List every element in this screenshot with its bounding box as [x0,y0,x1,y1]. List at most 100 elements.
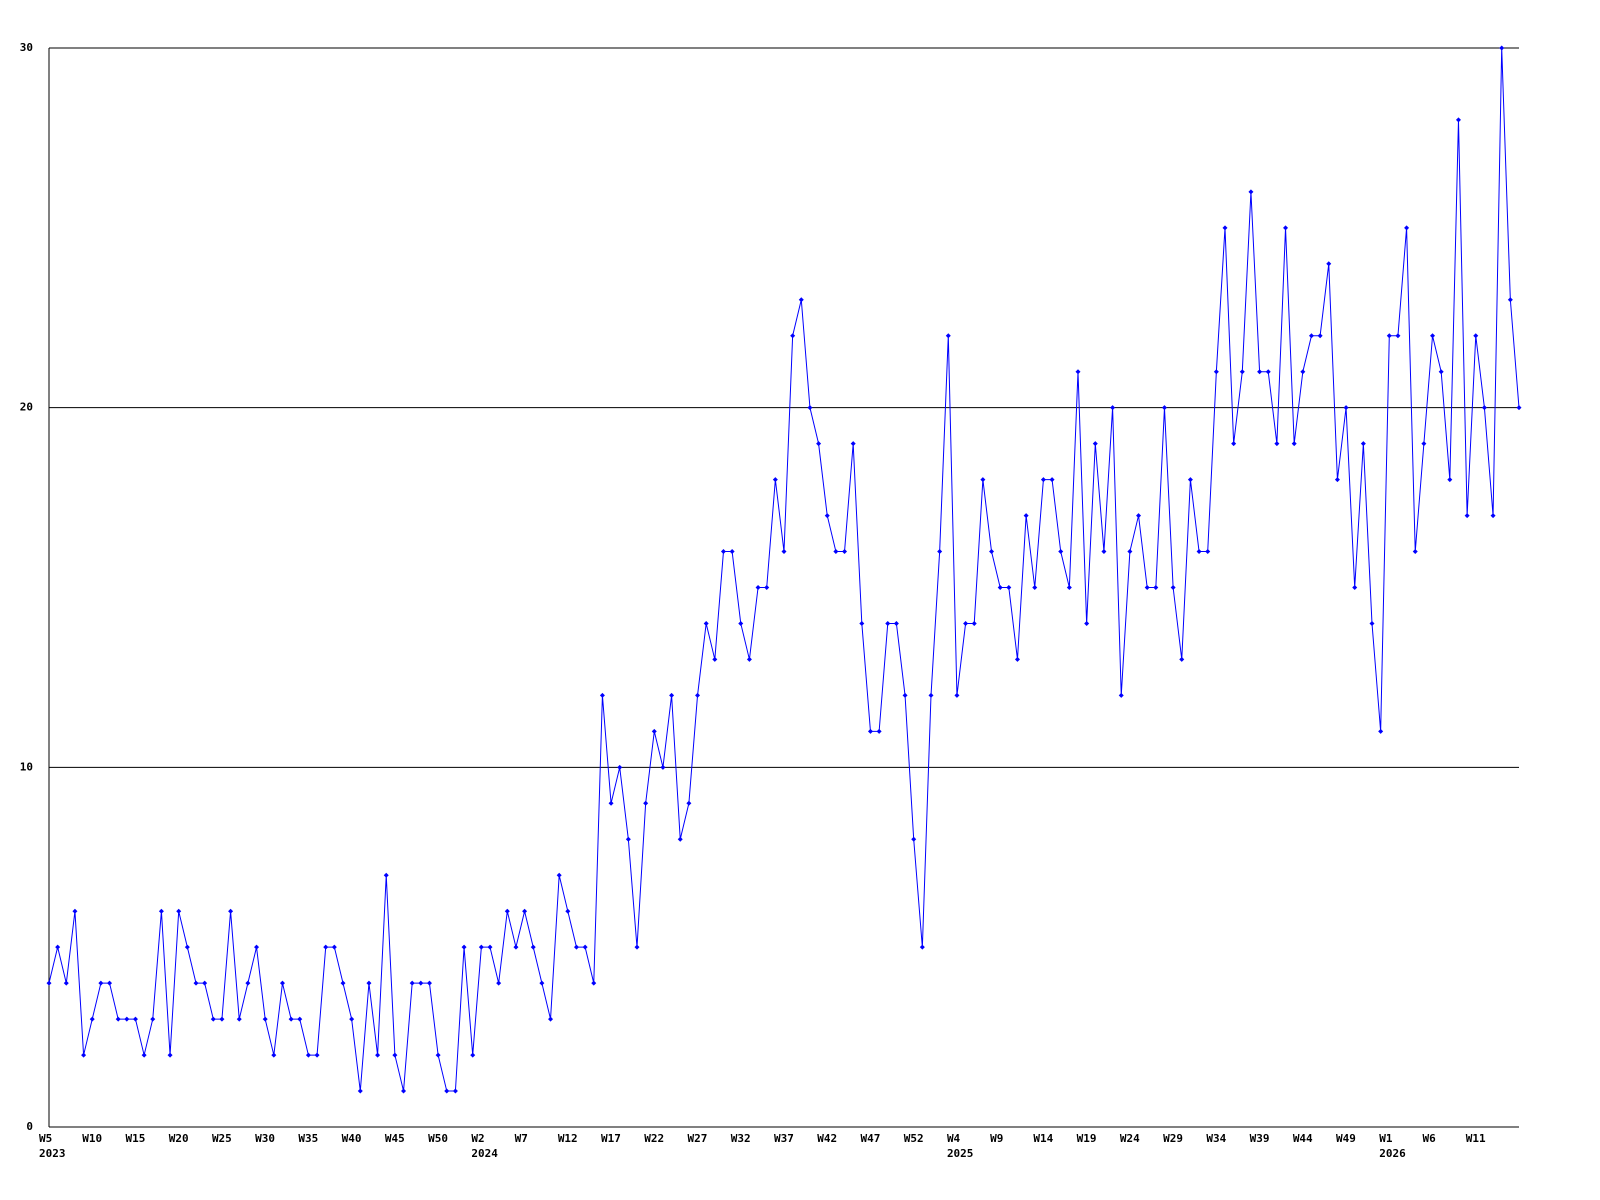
marker [1239,369,1245,375]
marker [513,944,519,950]
marker [954,692,960,698]
marker [556,872,562,878]
marker [193,980,199,986]
y-tick-label: 20 [20,401,33,414]
marker [1248,189,1254,195]
marker [1014,656,1020,662]
marker [1006,585,1012,590]
marker [651,728,657,734]
marker [798,297,804,303]
marker [46,980,52,986]
marker [824,513,830,519]
marker [1118,692,1124,698]
marker [608,800,614,806]
marker [1455,117,1461,123]
marker [1334,477,1340,483]
marker [643,800,649,806]
marker [98,980,104,986]
marker [496,980,502,986]
marker [452,1088,458,1094]
marker [357,1088,363,1094]
marker [1040,477,1046,483]
marker [124,1016,130,1022]
marker [712,656,718,662]
marker [530,944,536,950]
marker [297,1016,303,1022]
x-tick-label: W17 [601,1132,621,1145]
marker [1447,477,1453,483]
marker [401,1088,407,1094]
marker [340,980,346,986]
marker [158,908,164,914]
marker [349,1016,355,1022]
x-tick-label: W32 [731,1132,751,1145]
marker [115,1016,121,1022]
marker [833,549,839,555]
marker [703,620,709,626]
x-tick-label: W52 [904,1132,924,1145]
marker [1317,333,1323,339]
marker [790,333,796,339]
marker [1395,333,1401,339]
marker [807,405,813,411]
marker [911,836,917,842]
x-tick-label: W19 [1077,1132,1097,1145]
marker [236,1016,242,1022]
x-tick-label: W37 [774,1132,794,1145]
marker [893,620,899,626]
marker [755,585,761,590]
marker [89,1016,95,1022]
marker [262,1016,268,1022]
marker [772,477,778,483]
marker [842,549,848,555]
y-tick-label: 30 [20,41,33,54]
marker [1153,585,1159,590]
marker [1127,549,1133,555]
marker [504,908,510,914]
marker [617,764,623,770]
marker [132,1016,138,1022]
marker [1326,261,1332,267]
marker [859,620,865,626]
marker [720,549,726,555]
marker [1291,441,1297,447]
marker [210,1016,216,1022]
marker [963,620,969,626]
marker [1283,225,1289,231]
marker [1308,333,1314,339]
marker [695,692,701,698]
marker [1421,441,1427,447]
marker [279,980,285,986]
x-year-label: 2023 [39,1147,66,1160]
marker [1066,585,1072,590]
x-tick-label: W4 [947,1132,961,1145]
x-tick-label: W42 [817,1132,837,1145]
marker [1499,45,1505,51]
marker [1490,513,1496,519]
marker [202,980,208,986]
marker [1161,405,1167,411]
marker [1412,549,1418,555]
marker [660,764,666,770]
marker [150,1016,156,1022]
marker [850,441,856,447]
marker [366,980,372,986]
marker [1023,513,1029,519]
marker [1075,369,1081,375]
marker [288,1016,294,1022]
marker [55,944,61,950]
y-tick-label: 0 [26,1120,33,1133]
marker [1257,369,1263,375]
marker [1196,549,1202,555]
marker [1058,549,1064,555]
marker [989,549,995,555]
marker [1049,477,1055,483]
marker [945,333,951,339]
marker [565,908,571,914]
marker [997,585,1003,590]
x-tick-label: W6 [1423,1132,1437,1145]
marker [539,980,545,986]
x-tick-label: W35 [298,1132,318,1145]
marker [937,549,943,555]
